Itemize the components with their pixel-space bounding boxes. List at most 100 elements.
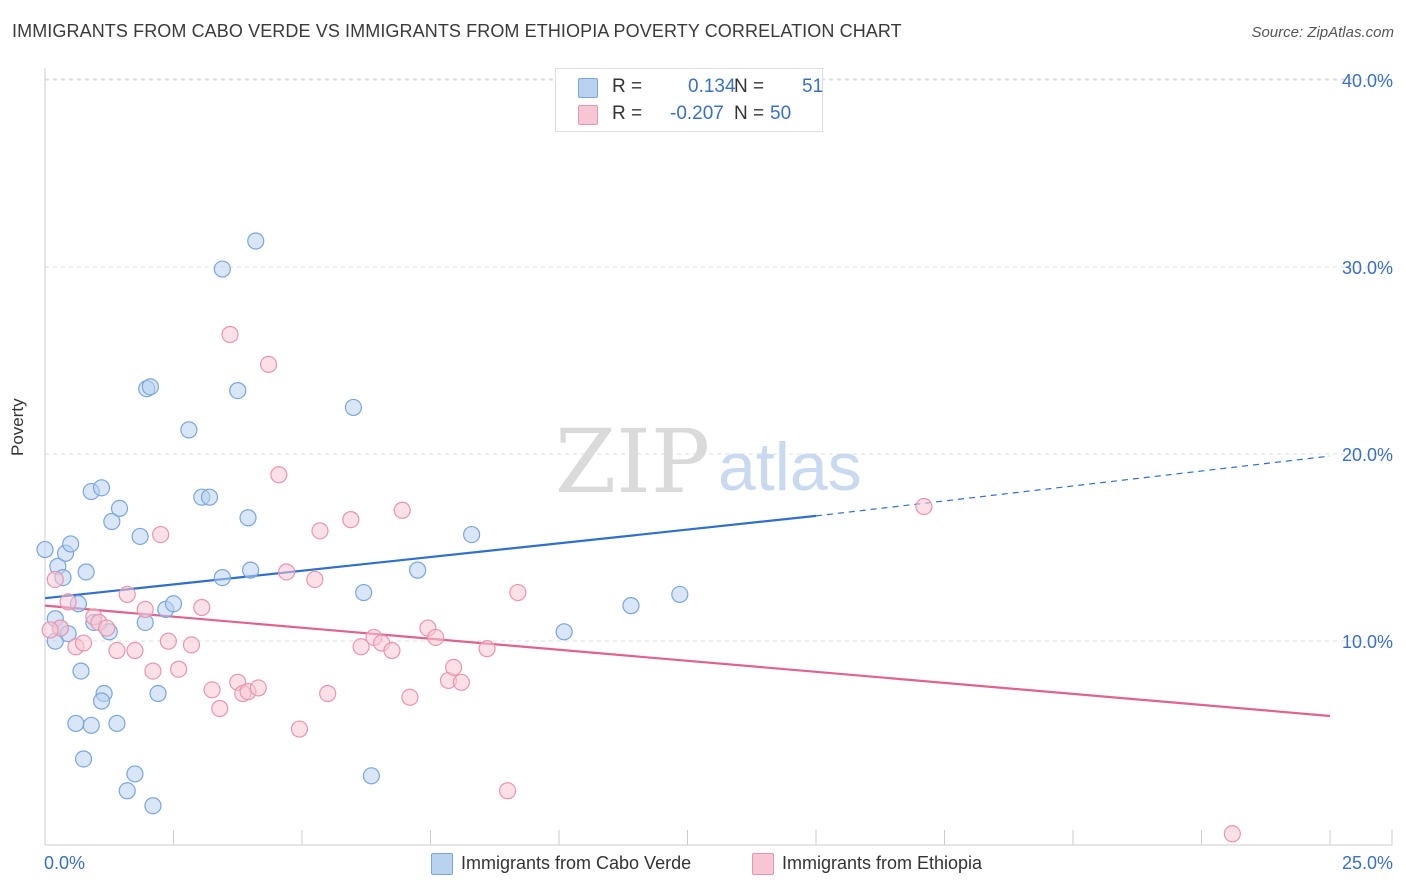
ethiopia-point bbox=[46, 570, 64, 589]
cabo-verde-point bbox=[344, 398, 362, 417]
ethiopia-point bbox=[445, 658, 463, 676]
data-points bbox=[36, 232, 1241, 843]
ethiopia-point bbox=[393, 501, 411, 519]
cabo-verde-trend-projection bbox=[815, 455, 1331, 517]
ethiopia-swatch bbox=[752, 853, 774, 875]
cabo-verde-swatch bbox=[578, 78, 598, 98]
cabo-verde-point bbox=[555, 623, 573, 641]
ethiopia-point bbox=[509, 583, 527, 602]
ethiopia-point bbox=[478, 640, 496, 658]
r-label: R = bbox=[612, 76, 643, 97]
cabo-verde-point bbox=[126, 765, 144, 783]
cabo-verde-point bbox=[200, 488, 219, 506]
cabo-verde-point bbox=[92, 479, 111, 497]
ethiopia-point bbox=[427, 628, 445, 647]
chart-title: IMMIGRANTS FROM CABO VERDE VS IMMIGRANTS… bbox=[12, 21, 902, 41]
ethiopia-point bbox=[915, 497, 933, 516]
y-tick-label: 40.0% bbox=[1342, 71, 1393, 91]
ethiopia-point bbox=[499, 782, 517, 800]
ethiopia-point bbox=[270, 466, 288, 484]
r-label: R = bbox=[612, 103, 643, 124]
ethiopia-point bbox=[290, 720, 309, 738]
n-label: N = bbox=[734, 103, 765, 124]
ethiopia-point bbox=[182, 636, 201, 654]
cabo-verde-point bbox=[110, 499, 129, 517]
x-tick-label-min: 0.0% bbox=[44, 853, 85, 873]
ethiopia-swatch bbox=[578, 105, 598, 125]
cabo-verde-point bbox=[355, 583, 373, 602]
cabo-verde-point bbox=[36, 540, 54, 559]
x-tick-labels: 0.0% 25.0% bbox=[44, 853, 1393, 873]
cabo-verde-point bbox=[67, 714, 85, 733]
trend-lines bbox=[44, 455, 1331, 718]
ethiopia-point bbox=[108, 641, 126, 660]
ethiopia-point bbox=[401, 688, 419, 706]
y-tick-label: 20.0% bbox=[1342, 445, 1393, 465]
cabo-verde-point bbox=[362, 767, 380, 785]
cabo-verde-point bbox=[622, 597, 640, 615]
ethiopia-point bbox=[118, 585, 136, 604]
ethiopia-point bbox=[126, 641, 144, 660]
r-value: 0.134 bbox=[688, 76, 736, 97]
cabo-verde-point bbox=[242, 561, 260, 579]
legend-row-cabo-verde: R = 0.134 N = 51 bbox=[578, 76, 823, 100]
n-label: N = bbox=[734, 76, 765, 97]
ethiopia-point bbox=[159, 632, 177, 650]
ethiopia-point bbox=[311, 522, 329, 540]
x-tick-label-max: 25.0% bbox=[1342, 853, 1393, 873]
ethiopia-point bbox=[221, 325, 239, 344]
cabo-verde-point bbox=[131, 527, 149, 546]
ethiopia-point bbox=[41, 621, 59, 639]
cabo-verde-point bbox=[77, 563, 95, 581]
cabo-verde-point bbox=[92, 692, 111, 710]
ethiopia-point bbox=[144, 662, 162, 680]
gridlines bbox=[45, 78, 1392, 642]
ethiopia-point bbox=[211, 699, 229, 718]
ethiopia-point bbox=[152, 525, 170, 544]
ethiopia-point bbox=[352, 638, 370, 656]
cabo-verde-point bbox=[118, 782, 136, 800]
ethiopia-point bbox=[170, 660, 188, 678]
n-value: 50 bbox=[770, 103, 792, 124]
ethiopia-point bbox=[136, 600, 154, 618]
legend-label: Immigrants from Ethiopia bbox=[782, 853, 983, 873]
cabo-verde-point bbox=[229, 381, 247, 400]
cabo-verde-point bbox=[103, 512, 121, 531]
cabo-verde-point bbox=[108, 714, 126, 733]
cabo-verde-point bbox=[74, 750, 93, 768]
cabo-verde-point bbox=[62, 535, 80, 553]
ethiopia-point bbox=[383, 641, 401, 660]
cabo-verde-point bbox=[409, 561, 427, 579]
ethiopia-point bbox=[259, 355, 278, 374]
ethiopia-point bbox=[203, 681, 221, 699]
cabo-verde-point bbox=[239, 509, 257, 527]
cabo-verde-point bbox=[72, 662, 90, 680]
ethiopia-point bbox=[98, 619, 116, 637]
watermark-zip: ZIP bbox=[555, 410, 710, 513]
n-value: 51 bbox=[802, 76, 824, 97]
cabo-verde-point bbox=[463, 525, 481, 544]
source-attribution: Source: ZipAtlas.com bbox=[1251, 24, 1394, 41]
axes bbox=[44, 68, 1393, 846]
cabo-verde-swatch bbox=[431, 853, 453, 875]
legend-row-ethiopia: R = -0.207 N = 50 bbox=[578, 103, 808, 127]
cabo-verde-point bbox=[141, 378, 159, 396]
watermark: ZIP atlas bbox=[555, 410, 862, 513]
ethiopia-point bbox=[342, 511, 360, 529]
ethiopia-point bbox=[74, 634, 93, 652]
cabo-verde-point bbox=[144, 797, 162, 815]
cabo-verde-point bbox=[82, 716, 100, 734]
ethiopia-point bbox=[277, 563, 296, 581]
cabo-verde-point bbox=[180, 421, 198, 439]
cabo-verde-point bbox=[247, 232, 265, 250]
ethiopia-point bbox=[249, 679, 267, 697]
ethiopia-point bbox=[59, 593, 77, 611]
ethiopia-point bbox=[1223, 825, 1241, 843]
ethiopia-point bbox=[193, 598, 211, 617]
r-value: -0.207 bbox=[670, 103, 724, 124]
y-tick-label: 10.0% bbox=[1342, 632, 1393, 652]
y-tick-labels: 10.0% 20.0% 30.0% 40.0% bbox=[1342, 71, 1393, 652]
correlation-legend: R = 0.134 N = 51 R = -0.207 N = 50 bbox=[555, 68, 823, 132]
legend-label: Immigrants from Cabo Verde bbox=[461, 853, 692, 873]
